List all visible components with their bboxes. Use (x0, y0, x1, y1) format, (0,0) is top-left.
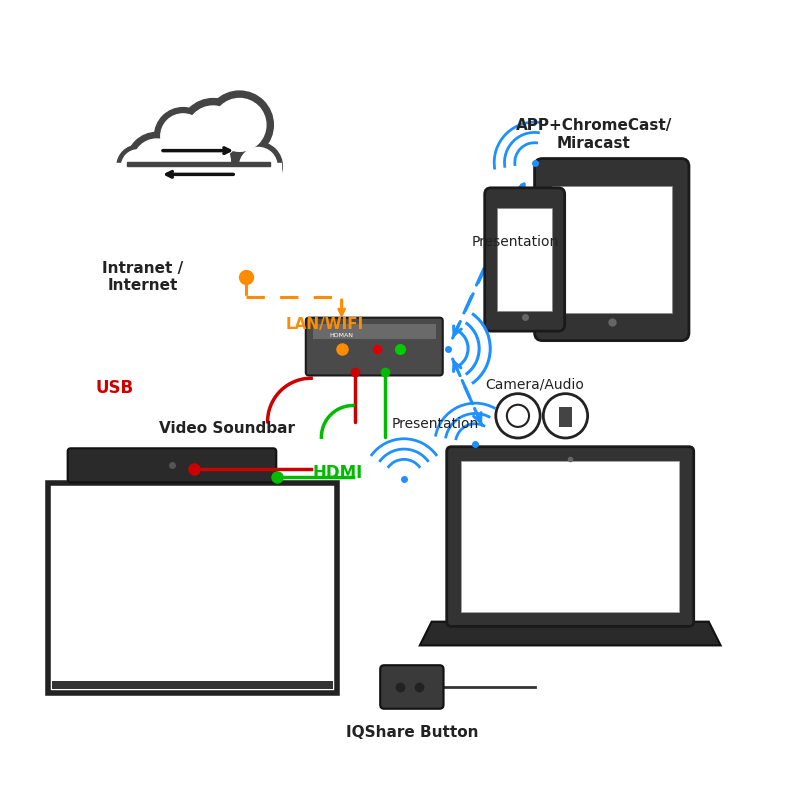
Bar (461, 461, 679, 612)
Circle shape (213, 98, 266, 151)
FancyBboxPatch shape (68, 448, 276, 482)
Text: Camera/Audio: Camera/Audio (485, 377, 584, 391)
Bar (48, 483, 337, 693)
Text: Intranet /
Internet: Intranet / Internet (102, 261, 183, 294)
Text: HDMI: HDMI (313, 464, 363, 482)
FancyBboxPatch shape (534, 158, 689, 341)
Circle shape (134, 139, 180, 186)
Text: HDMAN: HDMAN (330, 333, 354, 338)
Text: LAN/WIFI: LAN/WIFI (286, 318, 364, 332)
Circle shape (166, 130, 230, 194)
FancyBboxPatch shape (485, 188, 565, 331)
Bar (126, 162, 270, 166)
Text: APP+ChromeCast/
Miracast: APP+ChromeCast/ Miracast (516, 118, 672, 150)
Circle shape (179, 98, 247, 166)
Text: Presentation: Presentation (471, 234, 558, 249)
Circle shape (234, 142, 282, 190)
Bar (552, 186, 671, 313)
Circle shape (543, 394, 588, 438)
Circle shape (154, 107, 212, 165)
Circle shape (117, 146, 159, 187)
Bar (115, 162, 281, 211)
Circle shape (239, 147, 277, 185)
FancyBboxPatch shape (306, 318, 442, 375)
Circle shape (206, 91, 274, 158)
Bar (52, 681, 333, 689)
Text: Presentation: Presentation (392, 417, 479, 430)
Circle shape (157, 121, 239, 204)
Text: USB: USB (96, 379, 134, 397)
Text: Video Soundbar: Video Soundbar (159, 421, 295, 436)
FancyBboxPatch shape (446, 446, 694, 626)
Text: IQShare Button: IQShare Button (346, 725, 478, 739)
Polygon shape (420, 622, 721, 646)
Circle shape (496, 394, 540, 438)
Bar (313, 325, 436, 339)
Circle shape (186, 106, 239, 159)
Circle shape (126, 133, 187, 193)
Circle shape (161, 114, 206, 158)
Bar (498, 209, 552, 310)
FancyBboxPatch shape (380, 666, 443, 709)
Circle shape (507, 405, 529, 427)
Circle shape (122, 150, 154, 182)
Bar (559, 407, 572, 427)
